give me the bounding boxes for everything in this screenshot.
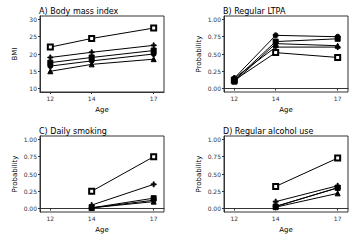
svg-text:Probability: Probability xyxy=(195,35,203,72)
svg-text:12: 12 xyxy=(47,95,55,102)
svg-text:1.00: 1.00 xyxy=(24,136,38,143)
svg-text:12: 12 xyxy=(231,215,239,222)
svg-text:B) Regular LTPA: B) Regular LTPA xyxy=(223,7,286,16)
svg-text:12: 12 xyxy=(231,95,239,102)
svg-text:0.25: 0.25 xyxy=(24,188,38,195)
svg-text:0.00: 0.00 xyxy=(24,205,38,212)
svg-text:17: 17 xyxy=(150,215,158,222)
svg-text:12: 12 xyxy=(47,215,55,222)
svg-text:Probability: Probability xyxy=(11,155,19,192)
svg-text:17: 17 xyxy=(334,95,342,102)
svg-text:A) Body mass index: A) Body mass index xyxy=(39,7,119,16)
svg-text:14: 14 xyxy=(88,95,96,102)
svg-text:14: 14 xyxy=(272,95,280,102)
svg-text:15: 15 xyxy=(29,68,37,75)
svg-text:0.75: 0.75 xyxy=(24,153,38,160)
svg-text:1.00: 1.00 xyxy=(208,136,222,143)
svg-text:0.50: 0.50 xyxy=(208,51,222,58)
svg-text:0.75: 0.75 xyxy=(208,33,222,40)
svg-text:C) Daily smoking: C) Daily smoking xyxy=(39,127,107,136)
svg-text:14: 14 xyxy=(88,215,96,222)
svg-text:17: 17 xyxy=(334,215,342,222)
svg-text:0.50: 0.50 xyxy=(208,171,222,178)
svg-text:Age: Age xyxy=(279,106,293,114)
svg-text:25: 25 xyxy=(29,33,37,40)
svg-text:Age: Age xyxy=(95,226,109,234)
svg-text:D) Regular alcohol use: D) Regular alcohol use xyxy=(223,127,313,136)
svg-text:17: 17 xyxy=(150,95,158,102)
svg-text:14: 14 xyxy=(272,215,280,222)
svg-text:20: 20 xyxy=(29,51,37,58)
svg-text:30: 30 xyxy=(29,16,37,23)
svg-text:1.00: 1.00 xyxy=(208,16,222,23)
svg-text:10: 10 xyxy=(29,85,37,92)
svg-text:Probability: Probability xyxy=(195,155,203,192)
svg-text:Age: Age xyxy=(279,226,293,234)
svg-text:0.50: 0.50 xyxy=(24,171,38,178)
svg-text:0.25: 0.25 xyxy=(208,68,222,75)
svg-text:0.00: 0.00 xyxy=(208,85,222,92)
svg-text:0.75: 0.75 xyxy=(208,153,222,160)
svg-text:BMI: BMI xyxy=(11,48,19,61)
svg-text:0.00: 0.00 xyxy=(208,205,222,212)
svg-text:Age: Age xyxy=(95,106,109,114)
svg-text:0.25: 0.25 xyxy=(208,188,222,195)
